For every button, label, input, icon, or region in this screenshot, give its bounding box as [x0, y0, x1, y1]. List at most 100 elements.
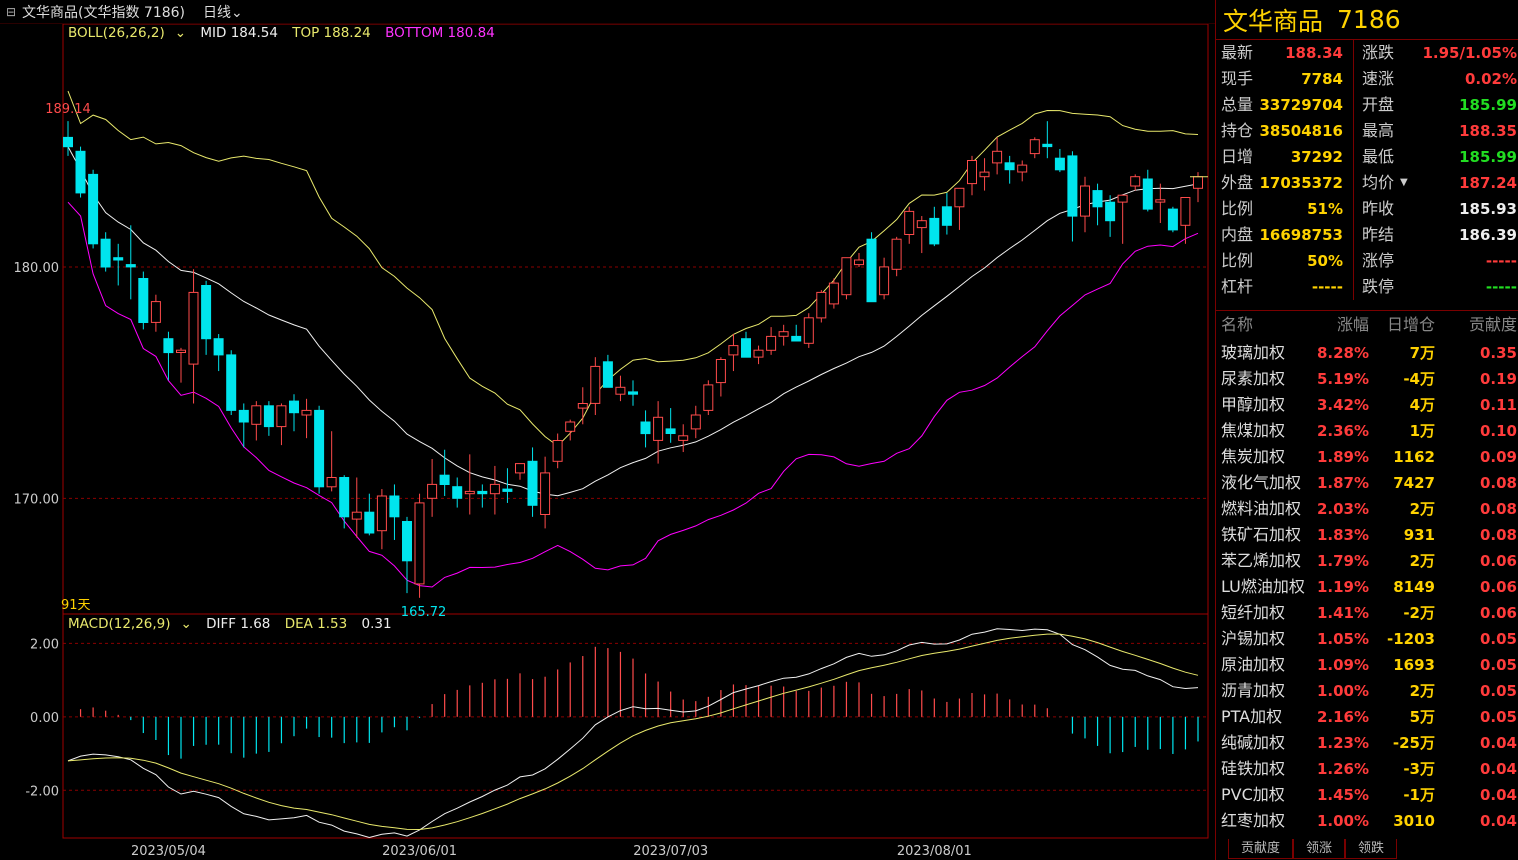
- contract-name: 沥青加权: [1221, 681, 1286, 700]
- quote-label: 外盘: [1221, 173, 1254, 192]
- quote-value: 51%: [1307, 200, 1343, 218]
- table-row[interactable]: 玻璃加权 8.28% 7万 0.35: [1216, 340, 1518, 366]
- candle-body: [1080, 185, 1090, 217]
- contract-position-change: 7万: [1409, 344, 1435, 362]
- contract-change: 1.09%: [1316, 656, 1369, 674]
- table-row[interactable]: 沪锡加权 1.05% -1203 0.05: [1216, 626, 1518, 652]
- table-row[interactable]: 沥青加权 1.00% 2万 0.05: [1216, 678, 1518, 704]
- macd-name: MACD(12,26,9): [68, 616, 171, 632]
- col-header-name[interactable]: 名称: [1221, 315, 1254, 334]
- table-row[interactable]: 焦炭加权 1.89% 1162 0.09: [1216, 444, 1518, 470]
- candle-body: [1105, 201, 1116, 222]
- quote-panel: 文华商品 7186 最新 188.34 涨跌 1.95/1.05% 现手 7784 速涨 0.…: [1215, 0, 1518, 860]
- candle-body: [376, 495, 387, 532]
- table-row[interactable]: LU燃油加权 1.19% 8149 0.06: [1216, 574, 1518, 600]
- contract-contribution: 0.19: [1479, 370, 1517, 388]
- low-price-mark: 165.72: [401, 605, 447, 620]
- table-row[interactable]: 纯碱加权 1.23% -25万 0.04: [1216, 730, 1518, 756]
- quote-value: -----: [1485, 278, 1517, 296]
- candle-body: [464, 490, 475, 495]
- chevron-down-icon[interactable]: ▼: [1400, 177, 1408, 188]
- candle-body: [339, 477, 350, 518]
- table-row[interactable]: PVC加权 1.45% -1万 0.04: [1216, 782, 1518, 808]
- contract-name: 苯乙烯加权: [1221, 551, 1302, 570]
- tab-contribution[interactable]: 贡献度: [1228, 839, 1294, 859]
- table-row[interactable]: 尿素加权 5.19% -4万 0.19: [1216, 366, 1518, 392]
- candle-body: [916, 220, 927, 229]
- contract-position-change: 3010: [1393, 812, 1435, 830]
- chart-topbar: ⊟ 文华商品(文华指数 7186) 日线⌄: [0, 0, 1215, 24]
- quote-label: 均价: [1362, 173, 1395, 192]
- quote-value: 188.34: [1285, 44, 1343, 62]
- contract-name: 甲醇加权: [1221, 395, 1286, 414]
- candle-body: [414, 502, 425, 585]
- quote-value: -----: [1311, 278, 1343, 296]
- contract-change: 8.28%: [1316, 344, 1369, 362]
- candle-body: [427, 483, 438, 499]
- table-row[interactable]: 苯乙烯加权 1.79% 2万 0.06: [1216, 548, 1518, 574]
- contract-contribution: 0.04: [1479, 760, 1517, 778]
- candle-body: [753, 349, 764, 358]
- table-row[interactable]: 燃料油加权 2.03% 2万 0.08: [1216, 496, 1518, 522]
- kline-chart[interactable]: 180.00 170.00 2.00 0.00 -2.00 2023/05/04 2023/…: [0, 0, 1215, 860]
- candle-body: [992, 150, 1003, 164]
- window-toggle-icon[interactable]: ⊟: [5, 4, 17, 19]
- candle-body: [326, 477, 337, 488]
- quote-label: 比例: [1221, 199, 1254, 218]
- contract-name: 玻璃加权: [1221, 343, 1286, 362]
- candle-body: [766, 335, 777, 351]
- quote-value: -----: [1485, 252, 1517, 270]
- candle-body: [163, 338, 174, 354]
- quote-value: 188.35: [1459, 122, 1517, 140]
- candle-body: [979, 171, 990, 178]
- boll-name: BOLL(26,26,2): [68, 25, 165, 41]
- instrument-title: 文华商品 7186: [1216, 0, 1518, 40]
- quote-value: 185.93: [1459, 200, 1517, 218]
- boll-top-value: TOP 188.24: [292, 25, 371, 41]
- date-axis-label: 2023/06/01: [382, 844, 457, 859]
- col-header-con[interactable]: 贡献度: [1468, 315, 1517, 334]
- table-row[interactable]: 铁矿石加权 1.83% 931 0.08: [1216, 522, 1518, 548]
- macd-indicator-selector[interactable]: MACD(12,26,9) ⌄: [68, 616, 192, 632]
- candle-body: [452, 486, 463, 499]
- boll-indicator-selector[interactable]: BOLL(26,26,2) ⌄: [68, 25, 187, 41]
- table-row[interactable]: 原油加权 1.09% 1693 0.05: [1216, 652, 1518, 678]
- contract-contribution: 0.08: [1479, 474, 1517, 492]
- instrument-code: 7186: [1337, 5, 1401, 34]
- contract-change: 1.00%: [1316, 682, 1369, 700]
- table-row[interactable]: 液化气加权 1.87% 7427 0.08: [1216, 470, 1518, 496]
- quote-row: 比例 50% 涨停 -----: [1216, 248, 1518, 274]
- contract-name: 燃料油加权: [1221, 499, 1302, 518]
- quote-value: 33729704: [1259, 96, 1344, 114]
- chart-frame: [62, 23, 1209, 839]
- table-row[interactable]: 焦煤加权 2.36% 1万 0.10: [1216, 418, 1518, 444]
- candle-body: [803, 317, 814, 344]
- tab-lead-up[interactable]: 领涨: [1293, 839, 1346, 859]
- candle-body: [1029, 139, 1040, 155]
- candle-body: [828, 282, 839, 305]
- candle-body: [251, 405, 262, 425]
- candle-body: [125, 264, 136, 268]
- candle-body: [439, 474, 450, 486]
- period-selector[interactable]: 日线⌄: [203, 2, 243, 22]
- contract-name: LU燃油加权: [1221, 577, 1305, 596]
- quote-row: 内盘 16698753 昨结 186.39: [1216, 222, 1518, 248]
- col-header-pos[interactable]: 日增仓: [1386, 315, 1435, 334]
- price-axis-label: 180.00: [14, 261, 60, 276]
- contract-contribution: 0.10: [1479, 422, 1517, 440]
- candle-body: [841, 257, 852, 296]
- macd-legend: MACD(12,26,9) ⌄ DIFF 1.68 DEA 1.53 0.31: [68, 616, 402, 632]
- contract-contribution: 0.08: [1479, 526, 1517, 544]
- macd-diff-line: [67, 628, 1199, 839]
- table-row[interactable]: 短纤加权 1.41% -2万 0.06: [1216, 600, 1518, 626]
- contract-name: 纯碱加权: [1221, 733, 1286, 752]
- table-row[interactable]: 硅铁加权 1.26% -3万 0.04: [1216, 756, 1518, 782]
- table-row[interactable]: 红枣加权 1.00% 3010 0.04: [1216, 808, 1518, 834]
- col-header-pct[interactable]: 涨幅: [1336, 315, 1369, 334]
- tab-lead-down[interactable]: 领跌: [1345, 839, 1398, 859]
- table-row[interactable]: 甲醇加权 3.42% 4万 0.11: [1216, 392, 1518, 418]
- candle-body: [540, 472, 551, 515]
- candle-body: [489, 483, 500, 495]
- table-row[interactable]: PTA加权 2.16% 5万 0.05: [1216, 704, 1518, 730]
- contract-position-change: 2万: [1409, 552, 1435, 570]
